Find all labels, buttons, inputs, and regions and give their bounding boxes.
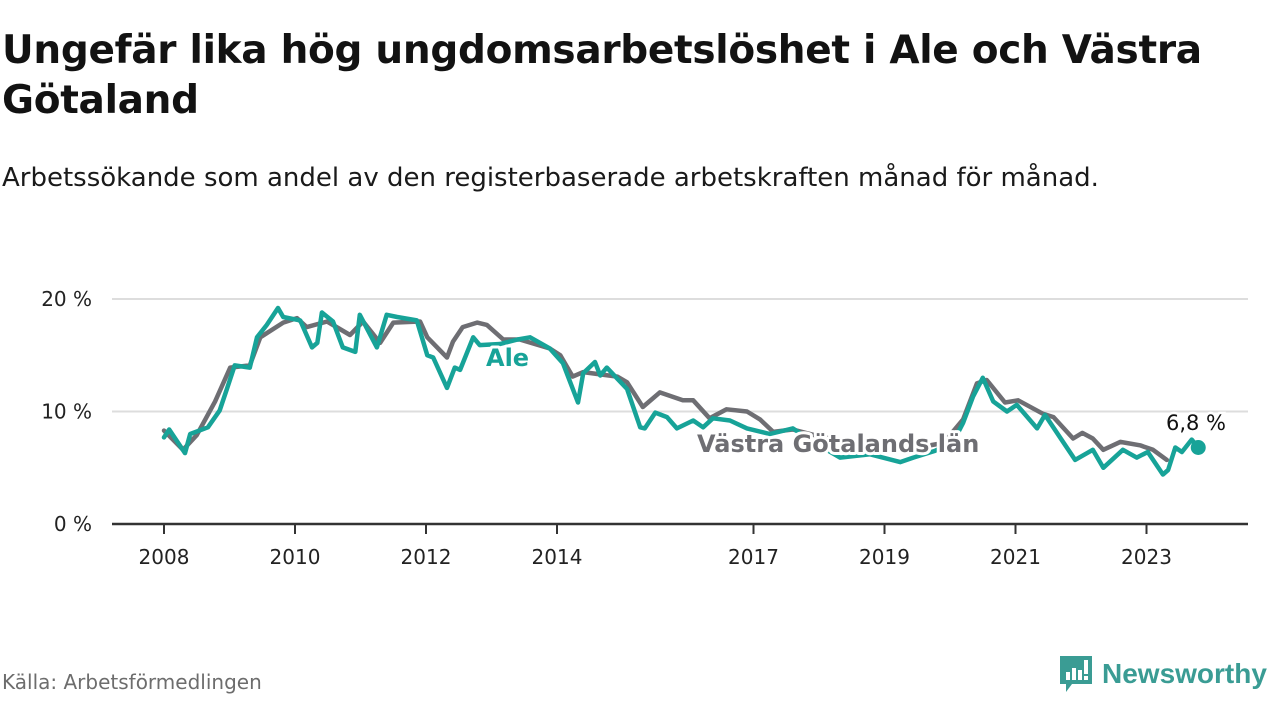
- x-tick-label: 2019: [859, 545, 910, 569]
- y-tick-label: 0 %: [54, 512, 92, 536]
- source-note: Källa: Arbetsförmedlingen: [2, 670, 262, 694]
- series-label-ale: Ale: [486, 344, 529, 372]
- y-tick-label: 20 %: [41, 287, 92, 311]
- x-tick-label: 2010: [270, 545, 321, 569]
- brand-name: Newsworthy: [1102, 658, 1267, 689]
- x-tick-label: 2012: [401, 545, 452, 569]
- series-label-vastra-gotaland: Västra Götalands län: [697, 430, 979, 458]
- series-line-ale: [161, 305, 1201, 477]
- end-value-label: 6,8 %: [1166, 411, 1226, 435]
- series-line-vg: [161, 315, 1170, 463]
- newsworthy-bars-icon: [1060, 656, 1092, 692]
- chart-title: Ungefär lika hög ungdomsarbetslöshet i A…: [2, 28, 1202, 123]
- y-tick-label: 10 %: [41, 400, 92, 424]
- x-tick-label: 2008: [139, 545, 190, 569]
- x-tick-label: 2014: [532, 545, 583, 569]
- newsworthy-logo: Newsworthy: [1058, 654, 1267, 694]
- x-tick-label: 2021: [990, 545, 1041, 569]
- x-tick-label: 2023: [1121, 545, 1172, 569]
- end-point-marker: [1190, 440, 1206, 455]
- chart-subtitle: Arbetssökande som andel av den registerb…: [2, 163, 1099, 193]
- x-tick-label: 2017: [728, 545, 779, 569]
